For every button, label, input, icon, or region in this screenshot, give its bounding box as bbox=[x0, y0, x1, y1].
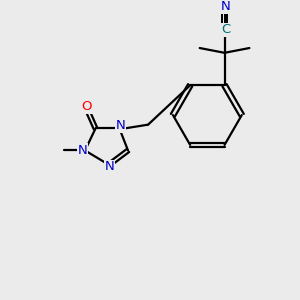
Text: N: N bbox=[220, 0, 230, 14]
Text: C: C bbox=[221, 23, 230, 36]
Text: N: N bbox=[77, 144, 87, 157]
Text: O: O bbox=[82, 100, 92, 113]
Text: N: N bbox=[116, 119, 125, 132]
Text: N: N bbox=[105, 160, 115, 173]
